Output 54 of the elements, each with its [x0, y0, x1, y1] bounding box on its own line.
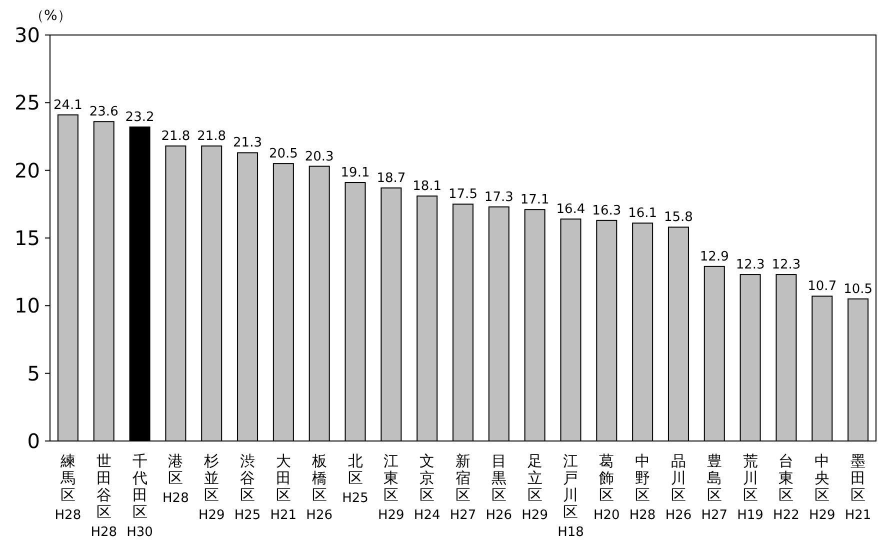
data-label: 12.3	[772, 258, 801, 273]
x-tick-label: 渋谷区 H25	[234, 452, 261, 523]
x-tick-label: 中野区 H28	[629, 452, 656, 523]
data-label: 16.3	[592, 203, 622, 218]
x-tick-label: 台東区 H22	[773, 452, 800, 523]
x-tick-label: 杉並区 H29	[198, 452, 225, 523]
y-tick-label: 15	[14, 226, 40, 250]
x-tick-label: 墨田区 H21	[844, 452, 872, 523]
data-label: 16.4	[556, 202, 586, 218]
x-tick-label: 荒川区 H19	[737, 452, 764, 523]
data-label: 17.1	[520, 192, 550, 208]
y-tick-label: 20	[14, 158, 40, 182]
x-tick-label: 北区 H25	[342, 452, 368, 506]
data-label: 24.1	[53, 98, 82, 113]
data-label: 19.1	[340, 166, 370, 181]
data-label: 21.3	[233, 136, 262, 151]
x-tick-label: 板橋区 H26	[306, 452, 333, 523]
x-tick-label: 練馬区 H28	[54, 452, 82, 523]
data-label: 21.8	[197, 128, 226, 144]
y-tick-label: 25	[14, 90, 40, 115]
data-label: 12.9	[700, 249, 729, 264]
y-tick-label: 30	[14, 23, 40, 47]
data-label: 10.7	[808, 279, 837, 294]
x-tick-label: 千代田区 H30	[126, 452, 153, 540]
x-tick-label: 足立区 H29	[522, 452, 548, 523]
data-label: 16.1	[628, 206, 658, 222]
x-tick-label: 文京区 H24	[414, 452, 440, 523]
x-tick-label: 中央区 H29	[808, 452, 836, 523]
x-tick-label: 世田谷区 H28	[90, 452, 118, 540]
data-label: 15.8	[664, 210, 693, 226]
data-label: 12.3	[736, 258, 765, 273]
data-label: 18.7	[376, 170, 406, 186]
y-tick-label: 0	[27, 429, 40, 453]
y-tick-label: 5	[27, 361, 40, 386]
x-tick-label: 港区 H28	[162, 452, 189, 506]
data-label: 20.3	[304, 149, 334, 164]
x-tick-label: 品川区 H26	[665, 452, 692, 523]
x-tick-label: 目黒区 H26	[486, 452, 512, 523]
data-label: 17.3	[484, 190, 514, 205]
data-label: 18.1	[412, 179, 442, 194]
x-tick-label: 江東区 H29	[378, 452, 404, 523]
data-label: 23.6	[89, 104, 118, 120]
y-axis-title: （%）	[30, 8, 72, 24]
data-label: 23.2	[125, 110, 154, 126]
x-tick-label: 葛飾区 H20	[593, 452, 620, 523]
data-label: 10.5	[844, 282, 873, 297]
x-tick-label: 大田区 H21	[270, 452, 297, 523]
x-tick-label: 新宿区 H27	[450, 452, 476, 523]
data-label: 20.5	[268, 146, 298, 162]
y-tick-label: 10	[14, 294, 40, 318]
x-tick-label: 江戸川区 H18	[558, 452, 584, 540]
data-label: 17.5	[448, 187, 478, 202]
data-label: 21.8	[161, 128, 190, 144]
x-tick-label: 豊島区 H27	[701, 452, 728, 523]
